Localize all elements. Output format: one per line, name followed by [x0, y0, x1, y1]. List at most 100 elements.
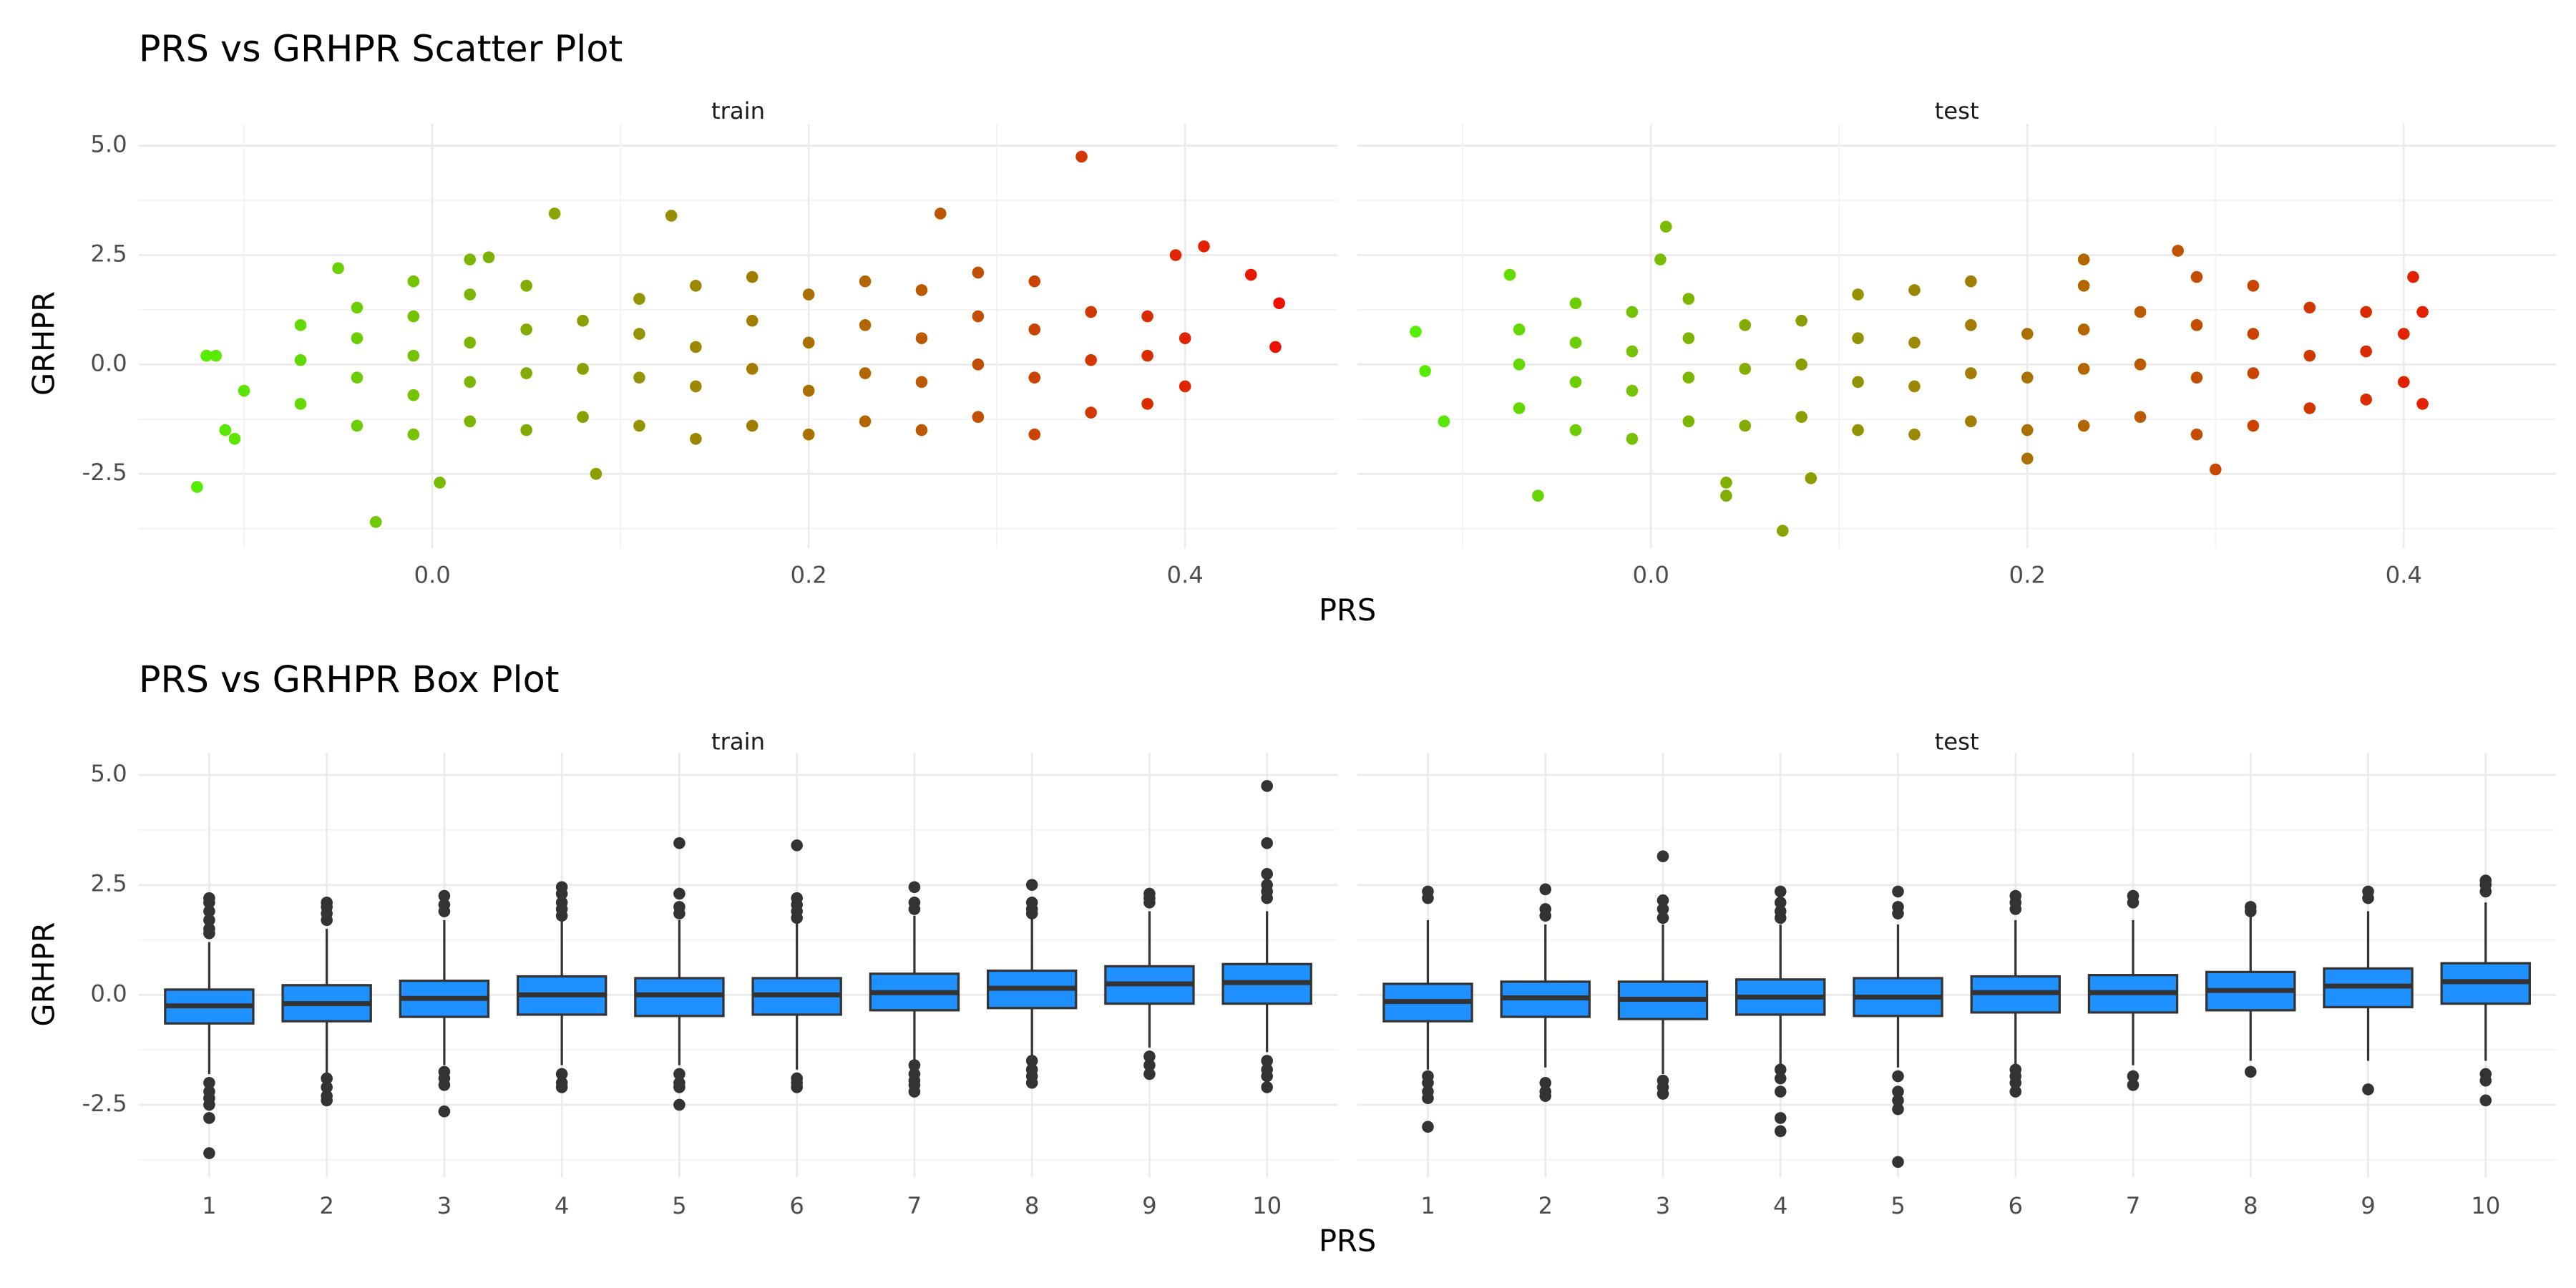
- outlier: [1143, 896, 1156, 909]
- outlier: [1261, 1070, 1273, 1083]
- point: [1739, 363, 1752, 375]
- point: [802, 384, 815, 397]
- point: [407, 389, 420, 401]
- outlier: [1422, 1121, 1434, 1133]
- point: [802, 428, 815, 441]
- outlier: [555, 909, 568, 922]
- point: [665, 210, 678, 222]
- point: [746, 419, 758, 432]
- point: [859, 275, 872, 288]
- outlier: [438, 905, 451, 917]
- point: [407, 310, 420, 323]
- outlier: [321, 914, 333, 927]
- x-tick-label: 0.0: [1633, 561, 1669, 588]
- outlier: [1774, 896, 1787, 909]
- outlier: [1261, 868, 1273, 880]
- x-tick-label: 9: [2361, 1192, 2376, 1219]
- point: [520, 367, 532, 379]
- x-tick-label: 0.2: [790, 561, 826, 588]
- outlier: [1774, 885, 1787, 898]
- point: [369, 516, 382, 528]
- point: [464, 336, 477, 349]
- x-axis-label: PRS: [1319, 592, 1376, 628]
- outlier: [203, 927, 215, 940]
- outlier: [1143, 1059, 1156, 1071]
- point: [2021, 452, 2034, 465]
- outlier: [321, 1081, 333, 1093]
- point: [2397, 328, 2410, 340]
- point: [859, 415, 872, 428]
- point: [294, 319, 307, 331]
- outlier: [2009, 903, 2022, 915]
- point: [633, 293, 645, 305]
- point: [1513, 358, 1526, 371]
- point: [746, 270, 758, 283]
- point: [633, 419, 645, 432]
- y-tick-label: -2.5: [82, 1090, 127, 1117]
- point: [1682, 332, 1695, 344]
- point: [1626, 384, 1639, 397]
- point: [2397, 376, 2410, 389]
- outlier: [908, 903, 921, 915]
- point: [1908, 428, 1921, 441]
- x-tick-label: 8: [1025, 1192, 1040, 1219]
- outlier: [673, 1098, 686, 1111]
- point: [2190, 371, 2203, 384]
- facet-label: train: [711, 97, 765, 125]
- y-tick-label: 0.0: [90, 980, 127, 1007]
- point: [1626, 432, 1639, 445]
- point: [1965, 367, 1977, 379]
- outlier: [203, 1076, 215, 1089]
- outlier: [1774, 1085, 1787, 1098]
- x-tick-label: 7: [907, 1192, 922, 1219]
- point: [1503, 268, 1516, 281]
- x-tick-label: 0.0: [414, 561, 450, 588]
- outlier: [2127, 896, 2140, 909]
- point: [1085, 353, 1097, 366]
- point: [520, 424, 532, 436]
- point: [1410, 326, 1422, 338]
- point: [1569, 336, 1582, 349]
- outlier: [1422, 892, 1434, 904]
- x-tick-label: 10: [1252, 1192, 1282, 1219]
- point: [690, 432, 702, 445]
- point: [1169, 249, 1182, 261]
- point: [1198, 240, 1210, 253]
- point: [1777, 525, 1789, 537]
- point: [2247, 328, 2260, 340]
- point: [1805, 472, 1818, 484]
- point: [464, 376, 477, 389]
- outlier: [1774, 1112, 1787, 1124]
- point: [1075, 150, 1088, 163]
- x-tick-label: 4: [555, 1192, 570, 1219]
- outlier: [555, 1068, 568, 1080]
- outlier: [1261, 1081, 1273, 1093]
- point: [2172, 245, 2184, 257]
- point: [1795, 358, 1807, 371]
- outlier: [1774, 912, 1787, 924]
- outlier: [1422, 1076, 1434, 1089]
- point: [407, 428, 420, 441]
- point: [2190, 270, 2203, 283]
- point: [1852, 424, 1864, 436]
- point: [191, 481, 203, 493]
- point: [802, 288, 815, 301]
- point: [1682, 415, 1695, 428]
- x-tick-label: 8: [2243, 1192, 2258, 1219]
- outlier: [1892, 1085, 1904, 1098]
- outlier: [1539, 1076, 1552, 1089]
- point: [2190, 319, 2203, 331]
- point: [1419, 365, 1431, 377]
- outlier: [2009, 1085, 2022, 1098]
- point: [915, 332, 928, 344]
- outlier: [203, 896, 215, 909]
- outlier: [1892, 1094, 1904, 1107]
- y-tick-label: 2.5: [90, 870, 127, 897]
- outlier: [1025, 879, 1038, 891]
- point: [2190, 428, 2203, 441]
- point: [1438, 415, 1450, 428]
- point: [934, 208, 947, 220]
- point: [1179, 380, 1191, 393]
- point: [1682, 293, 1695, 305]
- point: [915, 424, 928, 436]
